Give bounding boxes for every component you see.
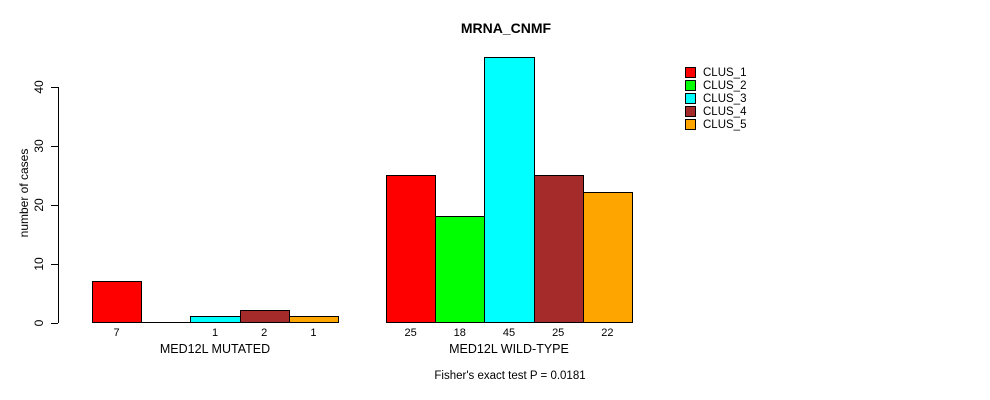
y-tick — [51, 146, 58, 147]
category-label-med12l-mutated: MED12L MUTATED — [159, 342, 271, 356]
bar-value-label: 2 — [261, 327, 268, 339]
legend-item-clus-3: CLUS_3 — [685, 92, 746, 105]
bar-value-label: 1 — [310, 327, 317, 339]
bar-med12l-mutated-clus-2-zero — [141, 322, 191, 323]
stat-test-note: Fisher's exact test P = 0.0181 — [434, 370, 586, 382]
legend-swatch-icon — [685, 80, 696, 91]
bar-med12l-wild-type-clus-4 — [534, 175, 584, 323]
y-tick — [51, 87, 58, 88]
bar-med12l-mutated-clus-1 — [92, 281, 142, 323]
legend-label: CLUS_1 — [703, 66, 747, 79]
y-tick — [51, 205, 58, 206]
legend-item-clus-5: CLUS_5 — [685, 118, 746, 131]
bar-med12l-wild-type-clus-2 — [435, 216, 485, 323]
legend-label: CLUS_4 — [703, 105, 747, 118]
legend-swatch-icon — [685, 106, 696, 117]
legend-swatch-icon — [685, 93, 696, 104]
y-tick-label: 0 — [32, 319, 46, 326]
bar-med12l-mutated-clus-4 — [240, 310, 290, 323]
bar-value-label: 18 — [453, 327, 466, 339]
bar-value-label: 25 — [552, 327, 565, 339]
legend-swatch-icon — [685, 67, 696, 78]
bar-med12l-mutated-clus-3 — [190, 316, 241, 323]
legend-label: CLUS_3 — [703, 92, 747, 105]
legend: CLUS_1 CLUS_2 CLUS_3 CLUS_4 CLUS_5 — [685, 66, 746, 131]
bar-med12l-wild-type-clus-5 — [583, 192, 633, 323]
y-tick-label: 20 — [32, 198, 46, 212]
y-tick-label: 30 — [32, 139, 46, 153]
y-tick-label: 40 — [32, 80, 46, 94]
legend-item-clus-4: CLUS_4 — [685, 105, 746, 118]
bar-value-label: 7 — [113, 327, 120, 339]
y-axis-label: number of cases — [17, 148, 31, 238]
legend-item-clus-1: CLUS_1 — [685, 66, 746, 79]
bar-value-label: 22 — [601, 327, 614, 339]
y-tick — [51, 323, 58, 324]
chart-title: MRNA_CNMF — [460, 20, 552, 36]
bar-med12l-mutated-clus-5 — [289, 316, 339, 323]
legend-swatch-icon — [685, 119, 696, 130]
y-axis-line — [58, 87, 59, 323]
legend-label: CLUS_2 — [703, 79, 747, 92]
bar-value-label: 1 — [211, 327, 219, 339]
legend-label: CLUS_5 — [703, 118, 747, 131]
y-tick-label: 10 — [32, 256, 46, 271]
bar-med12l-wild-type-clus-1 — [386, 175, 436, 323]
legend-item-clus-2: CLUS_2 — [685, 79, 746, 92]
bar-value-label: 45 — [502, 327, 516, 339]
bar-med12l-wild-type-clus-3 — [484, 57, 535, 323]
bar-value-label: 25 — [404, 327, 417, 339]
y-tick — [51, 264, 58, 265]
category-label-med12l-wild-type: MED12L WILD-TYPE — [449, 342, 569, 356]
